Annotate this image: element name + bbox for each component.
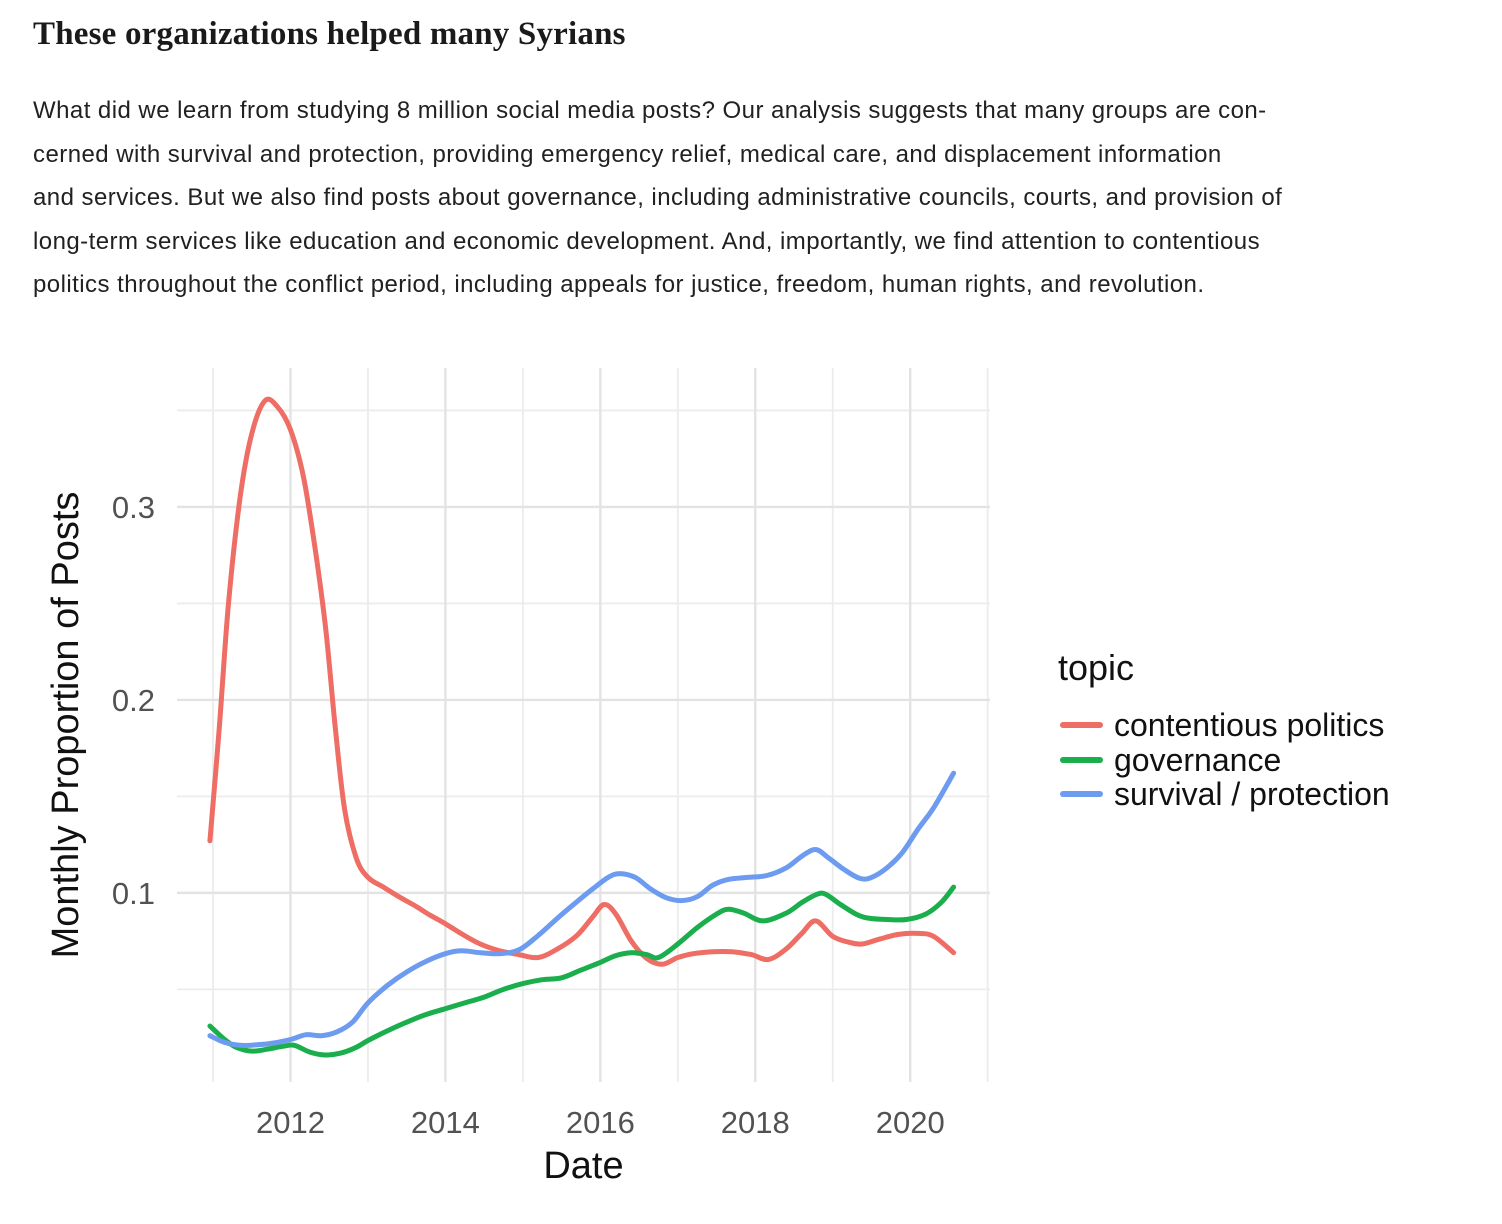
x-tick-label: 2018: [721, 1105, 790, 1140]
x-tick-label: 2012: [256, 1105, 325, 1140]
intro-paragraph: What did we learn from studying 8 millio…: [33, 89, 1473, 307]
paragraph-line: politics throughout the conflict period,…: [33, 271, 1205, 298]
legend-title: topic: [1058, 647, 1134, 688]
paragraph-line: long-term services like education and ec…: [33, 227, 1261, 255]
series-line-contentious-politics: [207, 396, 957, 967]
x-tick-label: 2020: [876, 1105, 945, 1140]
y-axis-title: Monthly Proportion of Posts: [45, 492, 87, 959]
article: These organizations helped many Syrians …: [33, 0, 1473, 307]
series-line-survival-protection: [207, 770, 957, 1049]
legend-label: contentious politics: [1114, 707, 1384, 743]
y-tick-label: 0.3: [112, 490, 155, 525]
y-tick-label: 0.2: [112, 683, 155, 718]
y-tick-label: 0.1: [112, 876, 155, 911]
x-axis-title: Date: [543, 1145, 623, 1187]
paragraph-line: cerned with survival and protection, pro…: [33, 140, 1222, 168]
x-tick-label: 2016: [566, 1105, 635, 1140]
page-title: These organizations helped many Syrians: [33, 16, 626, 52]
legend-label: survival / protection: [1114, 776, 1390, 812]
x-tick-label: 2014: [411, 1105, 480, 1140]
paragraph-line: What did we learn from studying 8 millio…: [33, 97, 1267, 124]
series-line-governance: [207, 884, 957, 1058]
paragraph-line: and services. But we also find posts abo…: [33, 184, 1283, 211]
topic-proportion-chart: 0.1 0.2 0.3 2012 2014 2016 2018 2020 Date Monthly…: [0, 352, 1502, 1224]
line-chart: 0.1 0.2 0.3 2012 2014 2016 2018 2020 Date Monthly…: [45, 368, 1390, 1187]
legend-label: governance: [1114, 742, 1281, 778]
